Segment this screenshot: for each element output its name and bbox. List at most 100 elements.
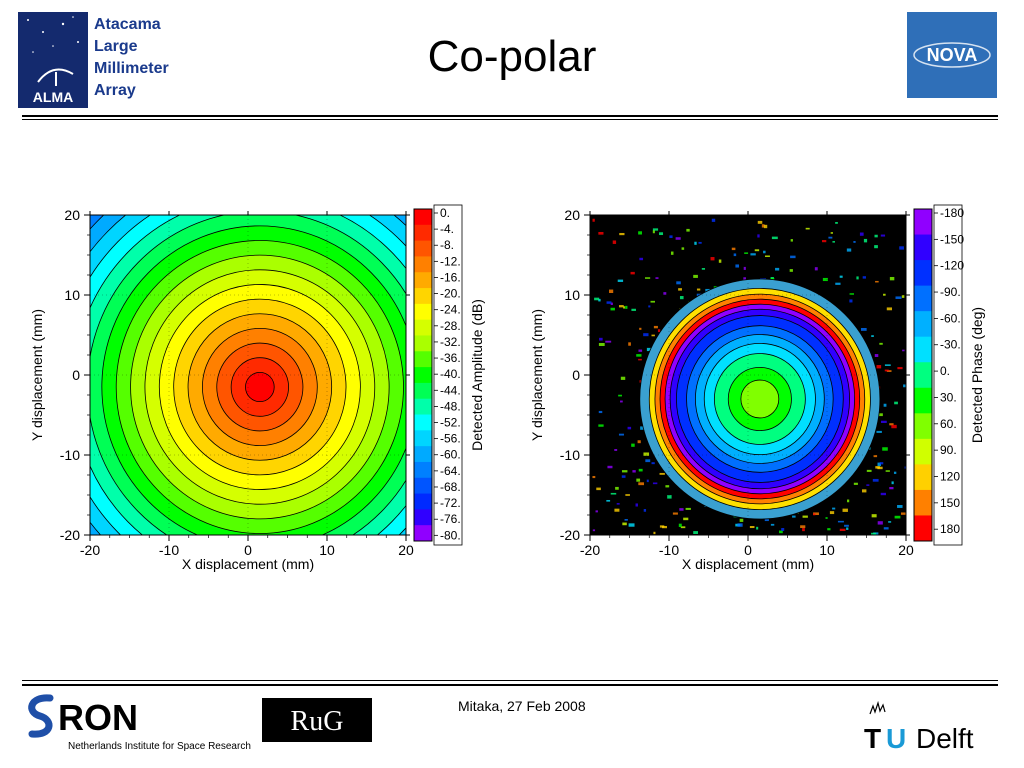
colorbar-tick-label: -24. xyxy=(440,303,461,317)
colorbar-swatch xyxy=(414,209,432,226)
colorbar-tick-label: -44. xyxy=(440,383,461,397)
colorbar-swatch xyxy=(414,367,432,384)
colorbar-tick-label: -48. xyxy=(440,399,461,413)
colorbar-swatch xyxy=(414,430,432,447)
colorbar-tick-label: 0. xyxy=(440,206,450,220)
x-tick-label: -10 xyxy=(159,542,179,558)
alma-line-4: Array xyxy=(94,82,136,99)
colorbar-swatch xyxy=(914,285,932,312)
colorbar-tick-label: -12. xyxy=(440,254,461,268)
colorbar-tick-label: -8. xyxy=(440,238,454,252)
colorbar-swatch xyxy=(414,446,432,463)
y-tick-label: 0 xyxy=(572,367,580,383)
colorbar-swatch xyxy=(414,493,432,510)
colorbar-swatch xyxy=(414,224,432,242)
colorbar-tick-label: -180 xyxy=(940,206,964,220)
colorbar-label: Detected Amplitude (dB) xyxy=(469,299,485,451)
colorbar-tick-label: 60. xyxy=(940,417,957,431)
colorbar-swatch xyxy=(414,461,432,479)
alma-line-3: Millimeter xyxy=(94,60,169,77)
colorbar-tick-label: -32. xyxy=(440,335,461,349)
colorbar-tick-label: 150 xyxy=(940,496,960,510)
colorbar-frame xyxy=(913,208,933,542)
colorbar-tick-label: 0. xyxy=(940,364,950,378)
x-tick-label: 0 xyxy=(244,542,252,558)
colorbar-swatch xyxy=(414,525,432,542)
y-tick-label: -10 xyxy=(60,447,80,463)
colorbar-swatch xyxy=(914,489,932,516)
header-rule xyxy=(22,115,998,117)
y-axis-label: Y displacement (mm) xyxy=(529,309,545,441)
colorbar-tick-label: -56. xyxy=(440,432,461,446)
header-rule-thin xyxy=(22,119,998,120)
colorbar-swatch xyxy=(914,438,932,465)
colorbar-tick-label: 180 xyxy=(940,522,960,536)
colorbar-tick-label: -28. xyxy=(440,319,461,333)
alma-line-1: Atacama xyxy=(94,16,161,33)
x-tick-label: 10 xyxy=(819,542,835,558)
colorbar-tick-label: -64. xyxy=(440,464,461,478)
x-tick-label: -10 xyxy=(659,542,679,558)
tudelft-delft: Delft xyxy=(916,723,974,754)
plot-area xyxy=(90,215,406,535)
rug-logo: RuG xyxy=(262,698,372,742)
tudelft-t: T xyxy=(864,723,881,754)
y-tick-label: 20 xyxy=(564,207,580,223)
x-tick-label: -20 xyxy=(80,542,100,558)
colorbar-tick-label: -4. xyxy=(440,222,454,236)
x-tick-label: 20 xyxy=(898,542,914,558)
colorbar-tick-label: -68. xyxy=(440,480,461,494)
colorbar-tick-label: 90. xyxy=(940,443,957,457)
nova-logo-text: NOVA xyxy=(927,45,978,65)
colorbar-tick-label: -36. xyxy=(440,351,461,365)
colorbar-label: Detected Phase (deg) xyxy=(969,307,985,443)
colorbar-swatch xyxy=(914,515,932,542)
x-tick-label: -20 xyxy=(580,542,600,558)
sron-logo: RON Netherlands Institute for Space Rese… xyxy=(28,694,251,752)
colorbar-swatch xyxy=(414,398,432,416)
contour-band xyxy=(245,371,275,403)
colorbar-tick-label: -52. xyxy=(440,416,461,430)
y-tick-label: -20 xyxy=(560,527,580,543)
colorbar-tick-label: -90. xyxy=(940,285,961,299)
colorbar-swatch xyxy=(414,477,432,495)
nova-logo: NOVA xyxy=(907,12,997,98)
x-axis-label: X displacement (mm) xyxy=(682,556,814,572)
colorbar-swatch xyxy=(914,464,932,491)
colorbar-swatch xyxy=(414,272,432,289)
x-tick-label: 0 xyxy=(744,542,752,558)
footer-rule xyxy=(22,684,998,686)
colorbar-swatch xyxy=(414,382,432,400)
colorbar-swatch xyxy=(914,413,932,440)
y-tick-label: 20 xyxy=(64,207,80,223)
colorbar-tick-label: 30. xyxy=(940,390,957,404)
y-axis-label: Y displacement (mm) xyxy=(29,309,45,441)
y-tick-label: 0 xyxy=(72,367,80,383)
alma-logo-text: ALMA xyxy=(33,89,73,105)
y-tick-label: -10 xyxy=(560,447,580,463)
colorbar-swatch xyxy=(914,311,932,338)
colorbar-tick-label: 120 xyxy=(940,469,960,483)
slide-title: Co-polar xyxy=(427,32,597,81)
colorbar-swatch xyxy=(414,303,432,321)
colorbar-swatch xyxy=(914,336,932,363)
colorbar-swatch xyxy=(914,387,932,414)
colorbar-tick-label: -72. xyxy=(440,496,461,510)
colorbar-swatch xyxy=(914,260,932,287)
colorbar-tick-label: -80. xyxy=(440,528,461,542)
sron-subtitle: Netherlands Institute for Space Research xyxy=(68,741,251,752)
alma-wordmark: Atacama Large Millimeter Array xyxy=(94,14,169,102)
colorbar-swatch xyxy=(914,209,932,236)
phase-chart: -20 20 -10 10 0 0 10 -10 20 -20 X displacement (mm… xyxy=(529,204,985,572)
colorbar-swatch xyxy=(414,414,432,431)
contour-band xyxy=(740,379,780,419)
colorbar-swatch xyxy=(914,362,932,389)
x-tick-label: 10 xyxy=(319,542,335,558)
rug-logo-text: RuG xyxy=(291,706,344,737)
footer-date: Mitaka, 27 Feb 2008 xyxy=(458,698,586,714)
amplitude-chart: -20 20 -10 10 0 0 10 -10 20 -20 X displacement (mm… xyxy=(29,204,485,572)
colorbar-swatch xyxy=(914,234,932,261)
colorbar-frame xyxy=(413,208,433,542)
colorbar-tick-label: -16. xyxy=(440,270,461,284)
colorbar-tick-label: -120 xyxy=(940,259,964,273)
